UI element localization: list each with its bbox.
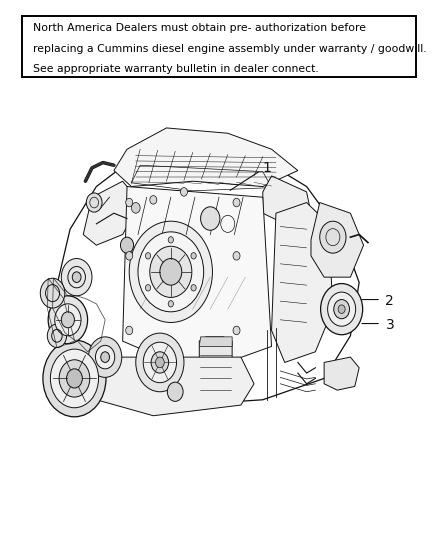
Circle shape (131, 203, 140, 213)
Circle shape (328, 292, 356, 326)
Circle shape (233, 326, 240, 335)
Circle shape (61, 312, 74, 328)
Polygon shape (272, 203, 333, 362)
Circle shape (151, 352, 169, 373)
Circle shape (48, 296, 88, 344)
Circle shape (160, 259, 182, 285)
Polygon shape (199, 337, 232, 346)
Circle shape (86, 193, 102, 212)
Polygon shape (311, 203, 364, 277)
Circle shape (59, 360, 90, 397)
Circle shape (233, 198, 240, 207)
Text: See appropriate warranty bulletin in dealer connect.: See appropriate warranty bulletin in dea… (33, 64, 318, 74)
FancyBboxPatch shape (22, 16, 416, 77)
Circle shape (168, 237, 173, 243)
Polygon shape (114, 128, 298, 187)
Circle shape (191, 253, 196, 259)
Circle shape (72, 272, 81, 282)
Circle shape (334, 300, 350, 319)
Circle shape (138, 232, 204, 312)
Circle shape (120, 237, 134, 253)
Polygon shape (199, 337, 232, 404)
Circle shape (191, 285, 196, 291)
Circle shape (155, 357, 164, 368)
Circle shape (129, 221, 212, 322)
Circle shape (50, 349, 99, 408)
Circle shape (43, 340, 106, 417)
Circle shape (136, 333, 184, 392)
Circle shape (101, 352, 110, 362)
Polygon shape (83, 181, 140, 245)
Circle shape (180, 188, 187, 196)
Circle shape (95, 345, 115, 369)
Circle shape (338, 305, 345, 313)
Circle shape (143, 342, 177, 383)
Text: 2: 2 (385, 294, 394, 308)
Circle shape (126, 326, 133, 335)
Circle shape (40, 278, 65, 308)
Circle shape (320, 221, 346, 253)
Circle shape (167, 382, 183, 401)
Circle shape (145, 285, 151, 291)
Polygon shape (88, 357, 254, 416)
Circle shape (126, 198, 133, 207)
Circle shape (201, 207, 220, 230)
Circle shape (321, 284, 363, 335)
Text: replacing a Cummins diesel engine assembly under warranty / goodwill.: replacing a Cummins diesel engine assemb… (33, 44, 427, 54)
Circle shape (67, 369, 82, 388)
Text: 1: 1 (263, 161, 272, 175)
Text: North America Dealers must obtain pre- authorization before: North America Dealers must obtain pre- a… (33, 23, 366, 34)
Polygon shape (324, 357, 359, 390)
Circle shape (150, 196, 157, 204)
Polygon shape (123, 187, 272, 373)
Circle shape (61, 259, 92, 296)
Circle shape (168, 301, 173, 307)
Circle shape (88, 337, 122, 377)
Circle shape (145, 253, 151, 259)
Circle shape (233, 252, 240, 260)
Polygon shape (263, 176, 311, 224)
Text: 3: 3 (385, 318, 394, 332)
Circle shape (126, 252, 133, 260)
Circle shape (150, 246, 192, 297)
Circle shape (55, 304, 81, 336)
Circle shape (47, 324, 67, 348)
